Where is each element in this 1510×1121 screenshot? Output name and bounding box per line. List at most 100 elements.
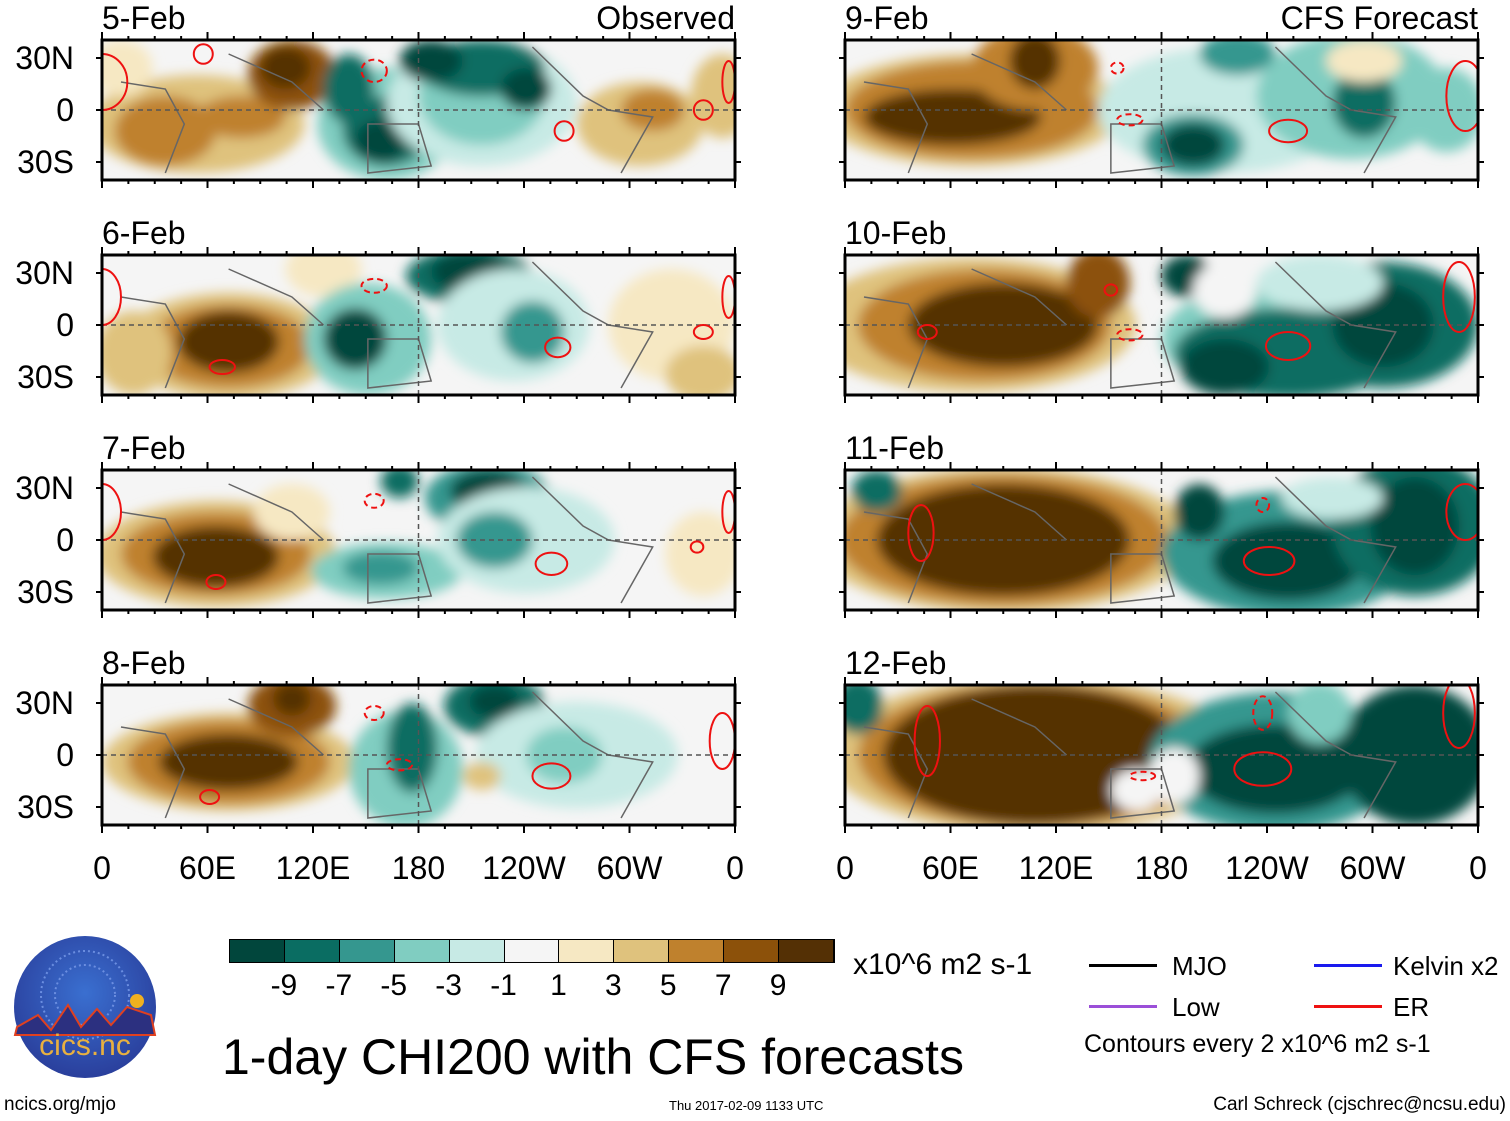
colorbar-labels: -9 -7 -5 -3 -1 1 3 5 7 9	[229, 939, 833, 1002]
footer-timestamp: Thu 2017-02-09 1133 UTC	[669, 1098, 824, 1113]
anomaly-shading	[285, 255, 362, 297]
er-contour	[1252, 695, 1274, 731]
anomaly-shading	[1212, 521, 1365, 601]
anomaly-shading	[102, 40, 153, 96]
anomaly-shading	[260, 47, 311, 89]
coastline	[120, 691, 654, 819]
panel-source-label: Observed	[596, 0, 735, 36]
legend-line-low	[1089, 1005, 1157, 1008]
er-contour	[1445, 60, 1478, 132]
er-contour	[1442, 261, 1476, 333]
er-contour	[544, 336, 572, 359]
anomaly-shading	[1148, 748, 1200, 804]
er-contour	[1109, 61, 1125, 75]
anomaly-shading	[342, 551, 419, 585]
latitude-label: 0	[56, 307, 74, 343]
er-contour	[199, 789, 221, 805]
er-contour	[360, 277, 388, 294]
er-contour	[1242, 546, 1296, 576]
legend-label-low: Low	[1172, 992, 1220, 1022]
anomaly-shading	[845, 685, 883, 734]
er-contour	[913, 705, 941, 777]
er-contour	[1128, 770, 1157, 782]
colorbar-swatch	[614, 940, 670, 962]
coastline	[863, 261, 1397, 389]
anomaly-shading	[863, 89, 1042, 145]
colorbar-units: x10^6 m2 s-1	[853, 948, 1033, 981]
coastline	[120, 476, 654, 604]
colorbar-tick-label: 3	[605, 969, 622, 1002]
coastline	[863, 46, 1397, 174]
figure-title: 1-day CHI200 with CFS forecasts	[222, 1029, 964, 1085]
anomaly-shading	[323, 54, 375, 124]
longitude-label: 0	[836, 850, 854, 886]
longitude-label: 120E	[275, 850, 351, 886]
colorbar-swatch	[230, 940, 285, 962]
longitude-label: 180	[391, 850, 446, 886]
anomaly-shading	[399, 40, 463, 82]
colorbar-swatch	[449, 940, 505, 962]
colorbar-tick-label: -5	[380, 969, 408, 1002]
er-contour	[205, 574, 227, 590]
latitude-label: 30S	[17, 789, 74, 825]
colorbar-swatch	[779, 940, 834, 962]
er-contour	[907, 504, 935, 562]
map-panel	[839, 677, 1484, 833]
colorbar-tick-label: -7	[325, 969, 353, 1002]
anomaly-shading	[462, 762, 501, 790]
er-contour	[1116, 328, 1144, 342]
anomaly-shading	[876, 484, 1130, 596]
anomaly-shading	[690, 741, 735, 825]
svg-text:cics.nc: cics.nc	[39, 1029, 131, 1062]
longitude-label: 0	[93, 850, 111, 886]
anomaly-shading	[380, 470, 419, 498]
longitude-label: 60W	[1339, 850, 1406, 886]
anomaly-shading	[152, 526, 280, 588]
anomaly-shading	[456, 512, 533, 568]
longitude-label: 60E	[922, 850, 979, 886]
anomaly-shading	[1180, 339, 1270, 395]
colorbar-tick-label: -1	[490, 969, 517, 1002]
colorbar-swatch	[284, 940, 340, 962]
er-contour	[102, 53, 129, 111]
anomaly-shading	[690, 54, 735, 138]
er-contour	[102, 483, 122, 541]
longitude-label: 0	[1469, 850, 1487, 886]
coastline	[120, 46, 654, 174]
latitude-label: 30N	[15, 470, 74, 506]
colorbar-swatch	[394, 940, 450, 962]
anomaly-shading	[114, 96, 216, 166]
anomaly-shading	[500, 68, 552, 110]
latitude-label: 30N	[15, 255, 74, 291]
colorbar-swatch	[724, 940, 780, 962]
latitude-label: 30S	[17, 574, 74, 610]
legend-label-kelvin: Kelvin x2	[1393, 951, 1499, 981]
contour-note: Contours every 2 x10^6 m2 s-1	[1084, 1030, 1431, 1058]
coastline	[863, 691, 1397, 819]
anomaly-shading	[665, 346, 735, 395]
er-contour	[1264, 331, 1312, 361]
colorbar-swatch	[339, 940, 395, 962]
er-contour	[1116, 113, 1144, 127]
colorbar-tick-label: 5	[659, 969, 677, 1002]
latitude-label: 0	[56, 92, 74, 128]
legend-line-mjo	[1089, 964, 1157, 967]
anomaly-shading	[851, 470, 902, 512]
er-contour	[363, 705, 385, 721]
colorbar-tick-label: -9	[270, 969, 298, 1002]
footer-author: Carl Schreck (cjschrec@ncsu.edu)	[1213, 1094, 1506, 1115]
anomaly-shading	[1326, 40, 1403, 82]
map-panel	[96, 32, 741, 188]
colorbar-tick-label: 7	[714, 969, 732, 1002]
cics-logo: cics.nc	[13, 935, 157, 1079]
legend-label-er: ER	[1393, 992, 1430, 1022]
latitude-label: 30S	[17, 144, 74, 180]
er-contour	[1233, 751, 1293, 787]
anomaly-shading	[196, 96, 286, 138]
panel-date: 7-Feb	[102, 430, 186, 466]
longitude-label: 120W	[1225, 850, 1309, 886]
map-panel	[839, 32, 1484, 188]
longitude-label: 120W	[482, 850, 566, 886]
footer-url[interactable]: ncics.org/mjo	[4, 1094, 116, 1115]
longitude-label: 60W	[596, 850, 663, 886]
